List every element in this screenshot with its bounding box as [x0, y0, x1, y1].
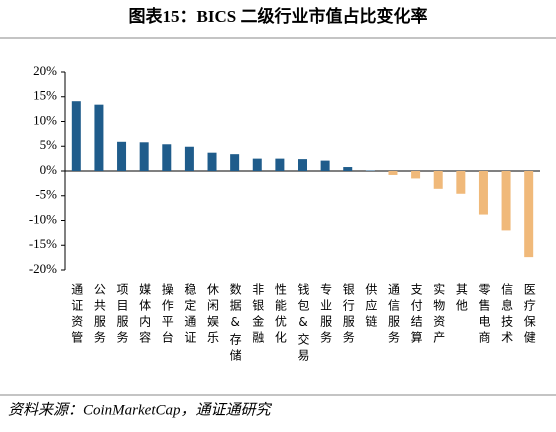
x-tick-label: 实物资产	[432, 282, 446, 347]
x-tick-label: 稳定通证	[183, 282, 197, 347]
x-tick-label: 通信服务	[386, 283, 400, 347]
bar	[275, 158, 285, 171]
y-tick-label: -20%	[29, 261, 57, 276]
bar	[298, 159, 307, 171]
bar	[433, 171, 443, 189]
bar	[230, 154, 240, 171]
y-tick-label: 5%	[40, 137, 58, 152]
y-tick-label: 20%	[33, 63, 57, 78]
y-tick-label: 10%	[33, 112, 57, 127]
x-tick-label: 信息技术	[500, 283, 514, 347]
y-tick-label: -10%	[29, 211, 57, 226]
bar	[94, 104, 104, 171]
x-tick-label: 数据&存储	[228, 282, 242, 365]
x-tick-label: 钱包&交易	[296, 282, 310, 365]
y-tick-label: -15%	[29, 236, 57, 251]
x-tick-label: 公共服务	[92, 283, 106, 347]
x-tick-label: 通证资管	[70, 283, 84, 347]
x-tick-label: 零售电商	[477, 283, 491, 347]
x-tick-label: 媒体内容	[138, 283, 152, 347]
x-tick-label: 支付结算	[409, 283, 423, 347]
chart-title: 图表15：BICS 二级行业市值占比变化率	[129, 6, 428, 26]
bar	[252, 158, 262, 171]
y-tick-label: 15%	[33, 88, 57, 103]
y-tick-label: -5%	[35, 187, 57, 202]
x-tick-label: 休闲娱乐	[206, 283, 220, 347]
bar	[139, 142, 149, 171]
bar	[320, 160, 330, 171]
bar	[388, 171, 398, 175]
bar	[411, 171, 421, 179]
bar	[456, 171, 466, 194]
bar	[343, 167, 353, 171]
x-tick-label: 专业服务	[319, 282, 333, 347]
bar	[117, 141, 127, 171]
bar	[524, 171, 534, 258]
bar	[162, 144, 172, 171]
source: 资料来源：CoinMarketCap，通证通研究	[8, 401, 272, 418]
x-tick-label: 性能优化	[273, 283, 287, 347]
bar	[501, 171, 511, 231]
bar	[71, 101, 81, 171]
bar	[478, 171, 488, 215]
x-tick-label: 操作平台	[160, 282, 174, 347]
bar	[184, 146, 194, 171]
x-tick-label: 银行服务	[341, 283, 355, 347]
bar	[207, 152, 217, 171]
x-tick-label: 非银金融	[251, 283, 265, 347]
x-tick-label: 医疗保健	[522, 283, 536, 347]
x-tick-label: 其他	[454, 283, 468, 315]
x-tick-label: 供应链	[364, 283, 378, 331]
x-tick-label: 项目服务	[115, 283, 129, 347]
y-tick-label: 0%	[40, 162, 58, 177]
